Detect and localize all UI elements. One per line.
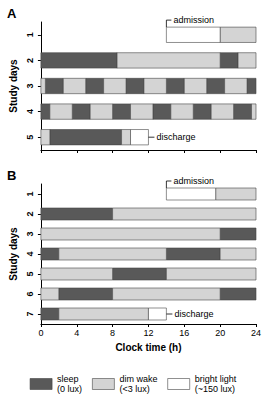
svg-text:12: 12 [143,328,153,338]
svg-text:admission: admission [173,176,214,186]
svg-text:0: 0 [38,328,43,338]
svg-text:8: 8 [110,328,115,338]
svg-text:2: 2 [25,58,35,63]
svg-text:(~150 lux): (~150 lux) [195,384,235,394]
svg-text:24: 24 [251,328,261,338]
svg-text:3: 3 [25,231,35,236]
svg-text:discharge: discharge [156,132,195,142]
svg-text:Study days: Study days [8,227,19,281]
svg-text:A: A [7,6,17,21]
svg-text:5: 5 [25,271,35,276]
svg-text:4: 4 [25,251,35,256]
svg-text:Study days: Study days [8,59,19,113]
svg-text:discharge: discharge [174,309,213,319]
svg-text:16: 16 [179,328,189,338]
svg-text:admission: admission [173,15,214,25]
svg-text:5: 5 [25,135,35,140]
svg-text:1: 1 [25,191,35,196]
svg-text:Clock time (h): Clock time (h) [115,342,181,353]
svg-text:(<3 lux): (<3 lux) [119,384,149,394]
svg-text:1: 1 [25,32,35,37]
svg-text:6: 6 [25,291,35,296]
svg-text:sleep: sleep [57,374,79,384]
svg-text:dim wake: dim wake [119,374,157,384]
svg-text:20: 20 [215,328,225,338]
svg-text:7: 7 [25,311,35,316]
svg-text:B: B [7,168,16,183]
svg-text:4: 4 [74,328,79,338]
svg-text:3: 3 [25,83,35,88]
svg-text:4: 4 [25,109,35,114]
svg-text:bright light: bright light [195,374,237,384]
svg-text:2: 2 [25,211,35,216]
svg-text:(0 lux): (0 lux) [57,384,82,394]
